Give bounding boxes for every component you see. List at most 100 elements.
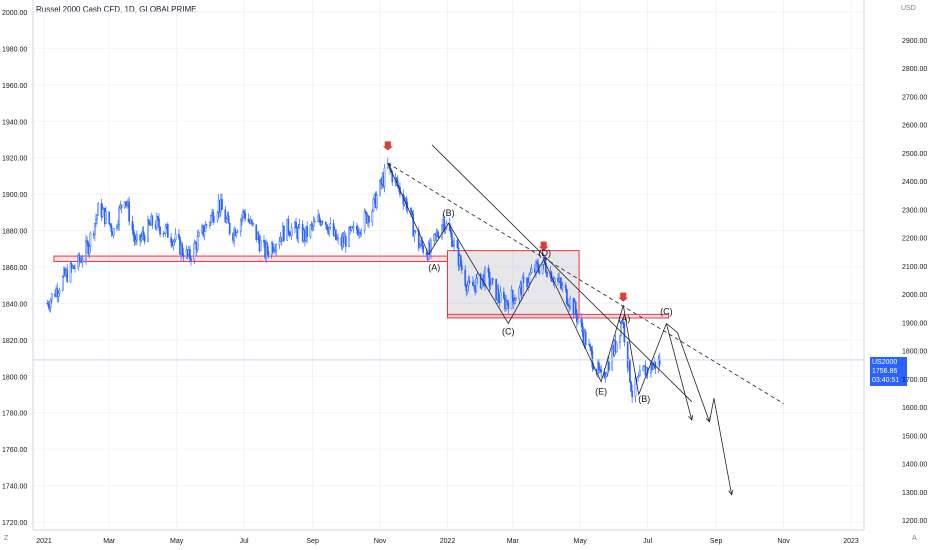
candle-body — [620, 321, 622, 336]
projection-arrowhead — [688, 415, 694, 421]
left-tick-label: 1880.00 — [2, 229, 27, 236]
candle-body — [412, 214, 415, 237]
candle-body — [569, 298, 572, 308]
candle-body — [391, 171, 394, 183]
x-tick-label: 2023 — [843, 538, 859, 545]
right-tick-label: 1700.00 — [902, 377, 927, 384]
support-zone — [447, 313, 670, 319]
candle-body — [545, 262, 547, 273]
candle-body — [451, 232, 453, 247]
currency-label: USD — [901, 5, 916, 12]
chart-title: Russel 2000 Cash CFD, 1D, GLOBALPRIME — [36, 5, 197, 14]
right-tick-label: 1800.00 — [902, 349, 927, 356]
right-tick-label: 1400.00 — [902, 462, 927, 469]
candle-body — [133, 235, 136, 242]
right-tick-label: 1500.00 — [902, 433, 927, 440]
candle-body — [239, 219, 242, 232]
candle-body — [430, 240, 432, 254]
candle-body — [437, 235, 440, 239]
candle-body — [235, 232, 238, 236]
candle-body — [344, 236, 347, 247]
candle-body — [297, 227, 300, 239]
left-tick-label: 1840.00 — [2, 301, 27, 308]
candle-body — [336, 238, 338, 240]
candle-body — [634, 377, 637, 397]
candle-body — [57, 293, 60, 297]
candle-body — [163, 232, 166, 234]
candle-body — [143, 235, 146, 242]
wave-label: (C) — [660, 306, 673, 316]
candle-body — [363, 211, 366, 231]
candle-body — [383, 167, 386, 187]
candle-body — [528, 274, 531, 284]
candle-body — [453, 240, 455, 246]
candle-body — [603, 371, 606, 378]
candle-body — [140, 236, 143, 241]
candle-body — [487, 267, 490, 273]
candle-body — [243, 210, 245, 214]
candle-body — [124, 201, 127, 204]
candle-body — [189, 249, 191, 260]
candle-body — [131, 221, 134, 231]
candle-body — [208, 222, 211, 226]
candle-body — [658, 358, 661, 365]
candle-body — [259, 240, 262, 251]
candle-body — [142, 231, 145, 237]
candle-body — [105, 211, 107, 224]
left-tick-label: 1740.00 — [2, 484, 27, 491]
resistance-zone — [53, 255, 449, 263]
candle-body — [566, 289, 568, 305]
candle-body — [120, 204, 123, 208]
left-tick-label: 1820.00 — [2, 338, 27, 345]
candle-body — [112, 228, 115, 236]
right-tick-label: 2700.00 — [902, 94, 927, 101]
candle-body — [172, 240, 175, 246]
candle-body — [561, 284, 564, 289]
projection-path — [666, 323, 710, 422]
candle-body — [116, 226, 118, 229]
candle-body — [326, 224, 328, 230]
candle-body — [287, 218, 290, 233]
wave-label: (A) — [618, 314, 630, 324]
left-tick-label: 1800.00 — [2, 374, 27, 381]
candle-body — [132, 229, 135, 236]
candle-body — [255, 224, 258, 240]
candle-body — [476, 273, 479, 279]
x-tick-label: 2022 — [440, 538, 456, 545]
right-tick-label: 2800.00 — [902, 66, 927, 73]
left-tick-label: 2000.00 — [2, 10, 27, 17]
candle-body — [364, 211, 367, 213]
candle-body — [250, 219, 253, 224]
candle-body — [592, 366, 595, 370]
candle-body — [536, 261, 538, 264]
candle-body — [210, 215, 212, 223]
candle-body — [244, 212, 247, 220]
candle-body — [216, 212, 219, 221]
left-tick-label: 1900.00 — [2, 192, 27, 199]
candle-body — [69, 263, 72, 282]
candle-body — [170, 237, 172, 243]
candle-body — [128, 201, 130, 222]
candle-body — [564, 284, 567, 290]
candle-body — [151, 215, 154, 226]
x-tick-label: Mar — [103, 538, 116, 545]
candle-body — [631, 390, 633, 397]
candle-body — [89, 232, 92, 247]
right-tick-label: 2500.00 — [902, 151, 927, 158]
candle-body — [181, 243, 184, 254]
candle-body — [589, 344, 591, 348]
timezone-icon[interactable]: Z — [4, 535, 9, 542]
candle-body — [178, 233, 180, 238]
candle-body — [518, 287, 521, 299]
wave-label: (D) — [539, 248, 552, 258]
candle-body — [159, 226, 161, 235]
candle-body — [134, 239, 137, 242]
right-tick-label: 1300.00 — [902, 490, 927, 497]
candle-body — [630, 381, 632, 392]
candle-body — [190, 258, 192, 261]
candle-body — [526, 278, 528, 287]
auto-scale-button[interactable]: A — [912, 535, 917, 542]
candle-body — [58, 290, 61, 294]
